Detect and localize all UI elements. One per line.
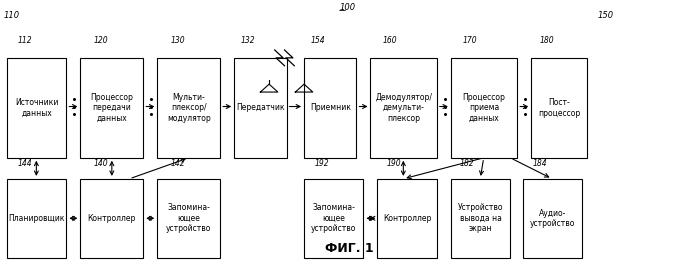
Text: Источники
данных: Источники данных — [15, 98, 59, 118]
FancyBboxPatch shape — [304, 179, 363, 258]
Text: Планировщик: Планировщик — [8, 214, 65, 223]
Text: 144: 144 — [17, 159, 31, 168]
Text: Запомина-
ющее
устройство: Запомина- ющее устройство — [166, 203, 211, 233]
Text: 170: 170 — [463, 36, 477, 45]
Text: 100: 100 — [340, 3, 356, 12]
Text: 132: 132 — [241, 36, 255, 45]
FancyBboxPatch shape — [80, 179, 143, 258]
FancyBboxPatch shape — [157, 179, 220, 258]
FancyBboxPatch shape — [451, 58, 517, 158]
FancyBboxPatch shape — [370, 58, 437, 158]
Text: 120: 120 — [94, 36, 108, 45]
FancyBboxPatch shape — [80, 58, 143, 158]
FancyBboxPatch shape — [304, 58, 356, 158]
Text: Приемник: Приемник — [310, 103, 351, 112]
Text: 112: 112 — [17, 36, 31, 45]
FancyBboxPatch shape — [523, 179, 582, 258]
FancyBboxPatch shape — [7, 179, 66, 258]
Text: Контроллер: Контроллер — [383, 214, 431, 223]
Text: 130: 130 — [171, 36, 185, 45]
Text: 140: 140 — [94, 159, 108, 168]
Text: Процессор
передачи
данных: Процессор передачи данных — [90, 93, 134, 123]
Text: Процессор
приема
данных: Процессор приема данных — [463, 93, 505, 123]
FancyBboxPatch shape — [531, 58, 587, 158]
Text: 160: 160 — [383, 36, 397, 45]
Text: Контроллер: Контроллер — [87, 214, 136, 223]
Text: 150: 150 — [598, 11, 614, 19]
FancyBboxPatch shape — [377, 179, 437, 258]
Text: Передатчик: Передатчик — [236, 103, 284, 112]
FancyBboxPatch shape — [234, 58, 287, 158]
Text: 110: 110 — [3, 11, 20, 19]
Text: 190: 190 — [387, 159, 401, 168]
Text: 142: 142 — [171, 159, 185, 168]
FancyBboxPatch shape — [157, 58, 220, 158]
FancyBboxPatch shape — [451, 179, 510, 258]
Text: Запомина-
ющее
устройство: Запомина- ющее устройство — [311, 203, 356, 233]
Text: Аудио-
устройство: Аудио- устройство — [530, 209, 575, 228]
Text: 180: 180 — [540, 36, 554, 45]
Text: 182: 182 — [460, 159, 474, 168]
Text: Пост-
процессор: Пост- процессор — [538, 98, 580, 118]
Text: Устройство
вывода на
экран: Устройство вывода на экран — [458, 203, 503, 233]
Text: Демодулятор/
демульти-
плексор: Демодулятор/ демульти- плексор — [375, 93, 432, 123]
Text: ФИГ. 1: ФИГ. 1 — [325, 242, 374, 255]
Text: 184: 184 — [533, 159, 547, 168]
Text: 192: 192 — [315, 159, 329, 168]
Text: Мульти-
плексор/
модулятор: Мульти- плексор/ модулятор — [167, 93, 210, 123]
Text: 154: 154 — [311, 36, 325, 45]
FancyBboxPatch shape — [7, 58, 66, 158]
